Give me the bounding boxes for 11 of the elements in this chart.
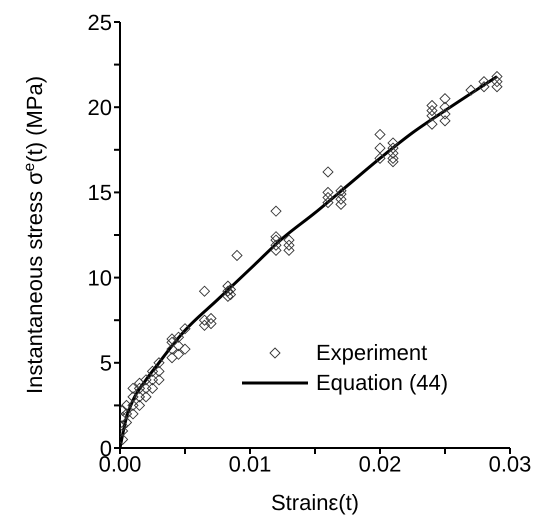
y-tick-label: 15 — [88, 180, 112, 206]
x-tick-label: 0.02 — [358, 452, 402, 477]
x-tick-label: 0.03 — [488, 452, 532, 477]
y-tick-label: 25 — [88, 10, 112, 35]
y-tick-label: 10 — [88, 265, 112, 290]
x-tick-label: 0.01 — [228, 452, 272, 477]
y-tick-label: 5 — [100, 350, 112, 376]
y-tick-label: 20 — [88, 95, 112, 120]
x-axis-title: Strainε(t) — [270, 490, 360, 515]
legend-label: Experiment — [316, 340, 428, 366]
legend-label: Equation (44) — [316, 370, 448, 396]
